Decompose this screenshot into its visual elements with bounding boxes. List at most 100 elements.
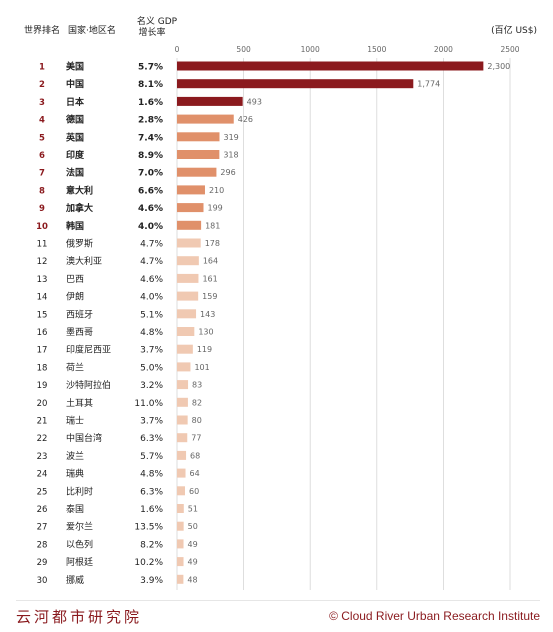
gdp-bar — [177, 362, 191, 372]
country-name: 俄罗斯 — [66, 238, 93, 250]
growth-rate: 7.4% — [138, 133, 163, 143]
chart-row: 6 印度 8.9% 318 — [39, 149, 239, 161]
chart-row: 11 俄罗斯 4.7% 178 — [37, 238, 220, 250]
growth-rate: 6.6% — [138, 186, 163, 196]
rank-label: 21 — [37, 417, 48, 427]
rank-label: 16 — [37, 328, 48, 338]
chart-row: 29 阿根廷 10.2% 49 — [37, 556, 198, 568]
gdp-bar — [177, 238, 201, 248]
country-name: 以色列 — [66, 538, 93, 550]
value-label: 143 — [200, 310, 215, 319]
rank-label: 28 — [37, 540, 48, 550]
value-label: 82 — [192, 398, 202, 407]
country-name: 爱尔兰 — [66, 521, 93, 533]
gdp-bar — [177, 415, 188, 425]
gdp-bar — [177, 486, 185, 496]
unit-label: (百亿 US$) — [491, 24, 537, 36]
value-label: 318 — [223, 151, 238, 160]
rank-column-header: 世界排名 — [24, 24, 60, 36]
rank-label: 2 — [39, 80, 45, 90]
rank-label: 27 — [37, 523, 48, 533]
growth-rate: 8.9% — [138, 151, 163, 161]
growth-rate: 5.1% — [140, 310, 163, 320]
growth-rate: 4.7% — [140, 240, 163, 250]
rank-label: 25 — [37, 487, 48, 497]
value-label: 48 — [187, 575, 197, 584]
rank-label: 12 — [37, 257, 48, 267]
growth-rate: 3.7% — [140, 346, 163, 356]
country-name: 意大利 — [66, 184, 93, 196]
chart-row: 28 以色列 8.2% 49 — [37, 538, 198, 550]
growth-rate: 3.7% — [140, 417, 163, 427]
growth-rate: 4.8% — [140, 328, 163, 338]
country-name: 比利时 — [66, 485, 93, 497]
value-label: 119 — [197, 345, 212, 354]
growth-rate: 4.6% — [138, 204, 163, 214]
value-label: 64 — [190, 469, 200, 478]
chart-row: 14 伊朗 4.0% 159 — [37, 291, 218, 303]
gdp-bar — [177, 504, 184, 513]
country-name: 墨西哥 — [66, 327, 93, 338]
chart-row: 21 瑞士 3.7% 80 — [37, 415, 202, 427]
chart-row: 10 韩国 4.0% 181 — [36, 220, 220, 232]
chart-row: 30 挪威 3.9% 48 — [37, 574, 198, 586]
chart-row: 16 墨西哥 4.8% 130 — [37, 327, 214, 338]
gdp-bar — [177, 433, 188, 443]
gdp-bar — [177, 327, 195, 336]
country-name: 伊朗 — [66, 291, 84, 303]
gdp-bar — [177, 344, 193, 354]
growth-rate: 3.9% — [140, 576, 163, 586]
rank-label: 5 — [39, 133, 45, 143]
chart-row: 26 泰国 1.6% 51 — [37, 503, 198, 515]
rank-label: 6 — [39, 151, 45, 161]
country-name: 澳大利亚 — [66, 255, 102, 267]
country-name: 美国 — [66, 61, 84, 73]
value-label: 49 — [188, 540, 198, 549]
value-label: 68 — [190, 451, 200, 460]
growth-rate: 3.2% — [140, 381, 163, 391]
growth-rate: 13.5% — [134, 523, 163, 533]
growth-rate: 2.8% — [138, 116, 163, 126]
x-tick-label: 2000 — [434, 45, 453, 54]
gdp-bar — [177, 539, 184, 549]
chart-row: 19 沙特阿拉伯 3.2% 83 — [37, 379, 203, 391]
x-tick-label: 0 — [175, 45, 180, 54]
chart-row: 17 印度尼西亚 3.7% 119 — [37, 344, 213, 356]
x-tick-label: 500 — [236, 45, 251, 54]
value-label: 493 — [247, 97, 262, 106]
country-name: 荷兰 — [66, 361, 84, 373]
rank-label: 11 — [37, 240, 48, 250]
value-label: 51 — [188, 505, 198, 514]
value-label: 60 — [189, 487, 199, 496]
chart-row: 9 加拿大 4.6% 199 — [39, 202, 223, 214]
gdp-bar — [177, 256, 199, 266]
gdp-bar — [177, 273, 199, 283]
rank-label: 30 — [37, 576, 48, 586]
value-label: 210 — [209, 186, 224, 195]
value-label: 319 — [223, 133, 238, 142]
country-name: 巴西 — [66, 274, 84, 285]
value-label: 199 — [208, 204, 223, 213]
chart-row: 22 中国台湾 6.3% 77 — [37, 432, 202, 444]
growth-rate: 8.2% — [140, 540, 163, 550]
gdp-bar — [177, 557, 184, 567]
chart-row: 7 法国 7.0% 296 — [39, 167, 236, 179]
chart-row: 23 波兰 5.7% 68 — [37, 450, 201, 462]
growth-rate: 6.3% — [140, 487, 163, 497]
rank-label: 13 — [37, 275, 48, 285]
value-label: 159 — [202, 292, 217, 301]
growth-rate: 5.7% — [138, 63, 163, 73]
gdp-bar — [177, 79, 414, 89]
country-name: 瑞士 — [66, 415, 84, 427]
country-name: 韩国 — [66, 220, 84, 232]
data-rows: 1 美国 5.7% 2,300 2 中国 8.1% 1,774 3 日本 1.6% 493 4 德国 2.8… — [36, 61, 510, 586]
growth-column-header-line1: 名义 GDP — [137, 15, 178, 27]
name-column-header: 国家·地区名 — [68, 24, 116, 36]
rank-label: 8 — [39, 186, 45, 196]
country-name: 沙特阿拉伯 — [66, 379, 111, 391]
value-label: 178 — [205, 239, 220, 248]
country-name: 波兰 — [66, 450, 84, 462]
chart-row: 25 比利时 6.3% 60 — [37, 485, 200, 497]
country-name: 印度 — [66, 149, 85, 161]
rank-label: 19 — [37, 381, 48, 391]
